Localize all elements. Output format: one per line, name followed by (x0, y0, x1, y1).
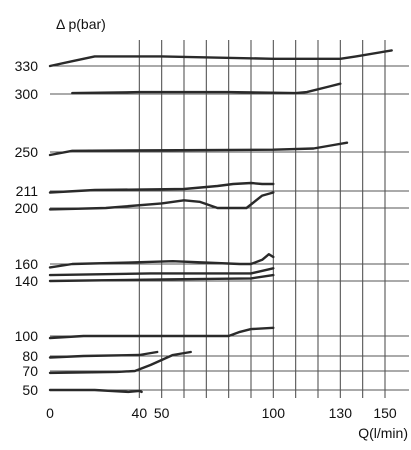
y-tick-label-50: 50 (22, 382, 38, 398)
y-tick-label-300: 300 (15, 86, 39, 102)
curve-11 (48, 350, 192, 375)
x-tick-label-130: 130 (329, 405, 353, 421)
y-tick-label-140: 140 (15, 273, 39, 289)
curves (48, 49, 393, 394)
curve-10 (48, 350, 159, 359)
x-axis-label: Q(l/min) (358, 425, 408, 441)
y-axis-label: Δ p(bar) (56, 16, 106, 32)
y-tick-label-330: 330 (15, 58, 39, 74)
y-tick-label-100: 100 (15, 328, 39, 344)
y-gridlines (50, 65, 409, 391)
x-tick-label-40: 40 (132, 405, 148, 421)
y-tick-label-160: 160 (15, 256, 39, 272)
y-tick-label-250: 250 (15, 144, 39, 160)
y-tick-label-80: 80 (22, 348, 38, 364)
x-tick-label-50: 50 (154, 405, 170, 421)
curve-8 (48, 273, 275, 283)
x-tick-labels: 0 40 50 100 130 150 (46, 405, 397, 421)
curve-2 (71, 82, 342, 95)
x-gridlines (138, 40, 386, 398)
y-tick-label-200: 200 (15, 200, 39, 216)
y-tick-label-70: 70 (22, 363, 38, 379)
curve-1 (48, 49, 393, 68)
curve-4 (48, 181, 275, 194)
x-tick-label-100: 100 (262, 405, 286, 421)
curve-6 (48, 253, 275, 269)
curve-12 (48, 388, 143, 394)
curve-7 (48, 267, 275, 277)
curve-3 (48, 141, 349, 157)
curve-9 (48, 326, 275, 340)
x-tick-label-0: 0 (46, 405, 54, 421)
y-tick-label-211: 211 (16, 183, 39, 199)
curve-5 (48, 191, 275, 211)
x-tick-label-150: 150 (373, 405, 397, 421)
